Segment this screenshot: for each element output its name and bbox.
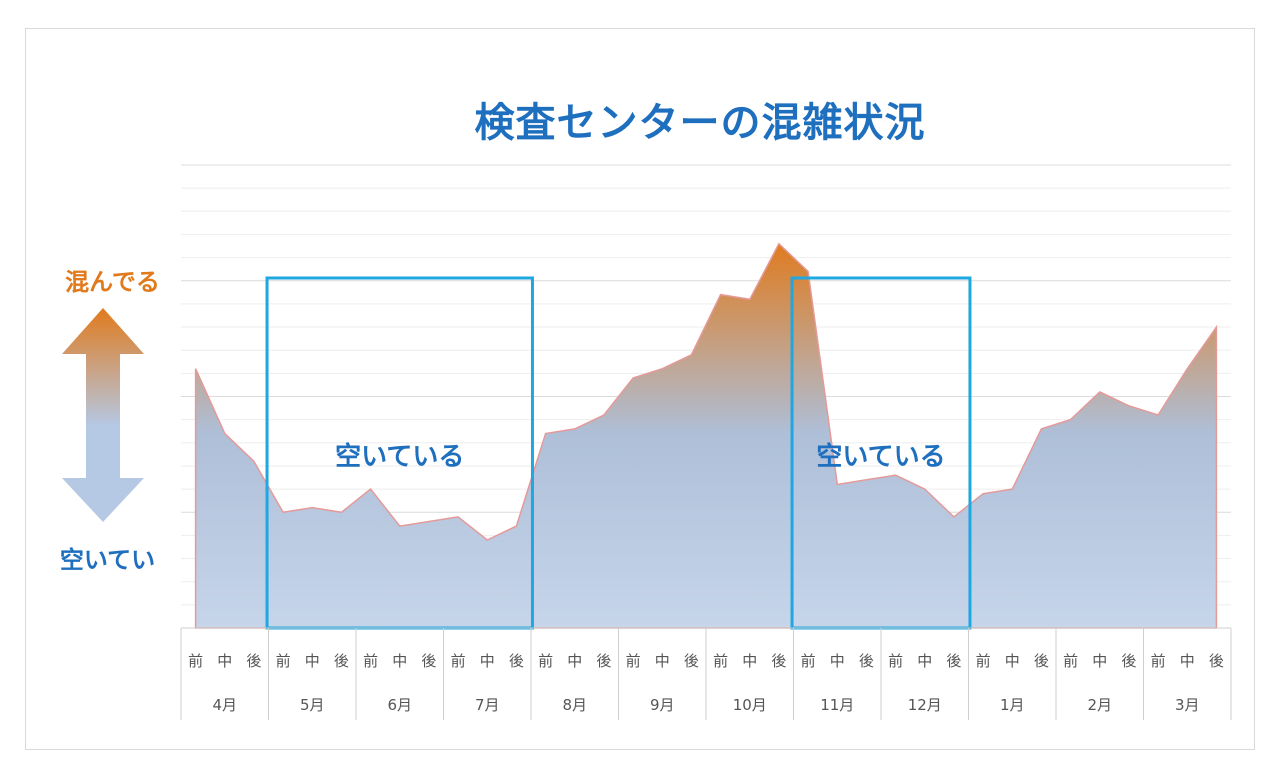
x-sub-tick: 前 xyxy=(276,652,291,670)
x-sub-tick: 後 xyxy=(1034,652,1049,670)
area-series xyxy=(194,242,1218,629)
x-month-tick: 9月 xyxy=(650,696,675,714)
x-sub-tick: 後 xyxy=(334,652,349,670)
x-month-tick: 4月 xyxy=(212,696,237,714)
x-month-tick: 10月 xyxy=(733,696,767,714)
chart-title: 検査センターの混雑状況 xyxy=(474,100,926,146)
x-sub-tick: 中 xyxy=(830,652,845,670)
x-sub-tick: 前 xyxy=(888,652,903,670)
x-month-tick: 8月 xyxy=(562,696,587,714)
x-month-tick: 6月 xyxy=(387,696,412,714)
x-sub-tick: 後 xyxy=(421,652,436,670)
x-month-tick: 1月 xyxy=(1000,696,1025,714)
x-sub-tick: 前 xyxy=(1063,652,1078,670)
x-sub-tick: 後 xyxy=(1209,652,1224,670)
highlight-label-2: 空いている xyxy=(816,441,945,472)
x-sub-tick: 後 xyxy=(596,652,611,670)
x-month-tick: 7月 xyxy=(475,696,500,714)
busy-label: 混んでる xyxy=(65,268,160,296)
x-month-tick: 2月 xyxy=(1087,696,1112,714)
double-arrow-icon xyxy=(62,308,144,522)
x-sub-tick: 後 xyxy=(509,652,524,670)
x-sub-tick: 後 xyxy=(684,652,699,670)
x-month-tick: 5月 xyxy=(300,696,325,714)
x-sub-tick: 中 xyxy=(742,652,757,670)
x-sub-tick: 中 xyxy=(567,652,582,670)
x-sub-tick: 中 xyxy=(1005,652,1020,670)
x-sub-tick: 中 xyxy=(305,652,320,670)
x-sub-tick: 前 xyxy=(801,652,816,670)
x-sub-tick: 中 xyxy=(217,652,232,670)
x-sub-tick: 前 xyxy=(538,652,553,670)
x-month-tick: 3月 xyxy=(1175,696,1200,714)
x-sub-tick: 前 xyxy=(976,652,991,670)
x-sub-tick: 前 xyxy=(626,652,641,670)
x-month-tick: 11月 xyxy=(820,696,854,714)
x-sub-tick: 中 xyxy=(1180,652,1195,670)
empty-label: 空いてい xyxy=(59,546,156,574)
x-sub-tick: 後 xyxy=(859,652,874,670)
highlight-label-1: 空いている xyxy=(335,441,464,472)
x-sub-tick: 中 xyxy=(392,652,407,670)
x-sub-tick: 前 xyxy=(363,652,378,670)
x-sub-tick: 前 xyxy=(713,652,728,670)
x-month-tick: 12月 xyxy=(908,696,942,714)
x-sub-tick: 中 xyxy=(917,652,932,670)
x-sub-tick: 後 xyxy=(1121,652,1136,670)
x-sub-tick: 中 xyxy=(1092,652,1107,670)
x-sub-tick: 後 xyxy=(771,652,786,670)
x-sub-tick: 前 xyxy=(451,652,466,670)
x-sub-tick: 後 xyxy=(246,652,261,670)
x-sub-tick: 前 xyxy=(1151,652,1166,670)
x-sub-tick: 前 xyxy=(188,652,203,670)
x-sub-tick: 中 xyxy=(655,652,670,670)
x-sub-tick: 中 xyxy=(480,652,495,670)
x-sub-tick: 後 xyxy=(946,652,961,670)
